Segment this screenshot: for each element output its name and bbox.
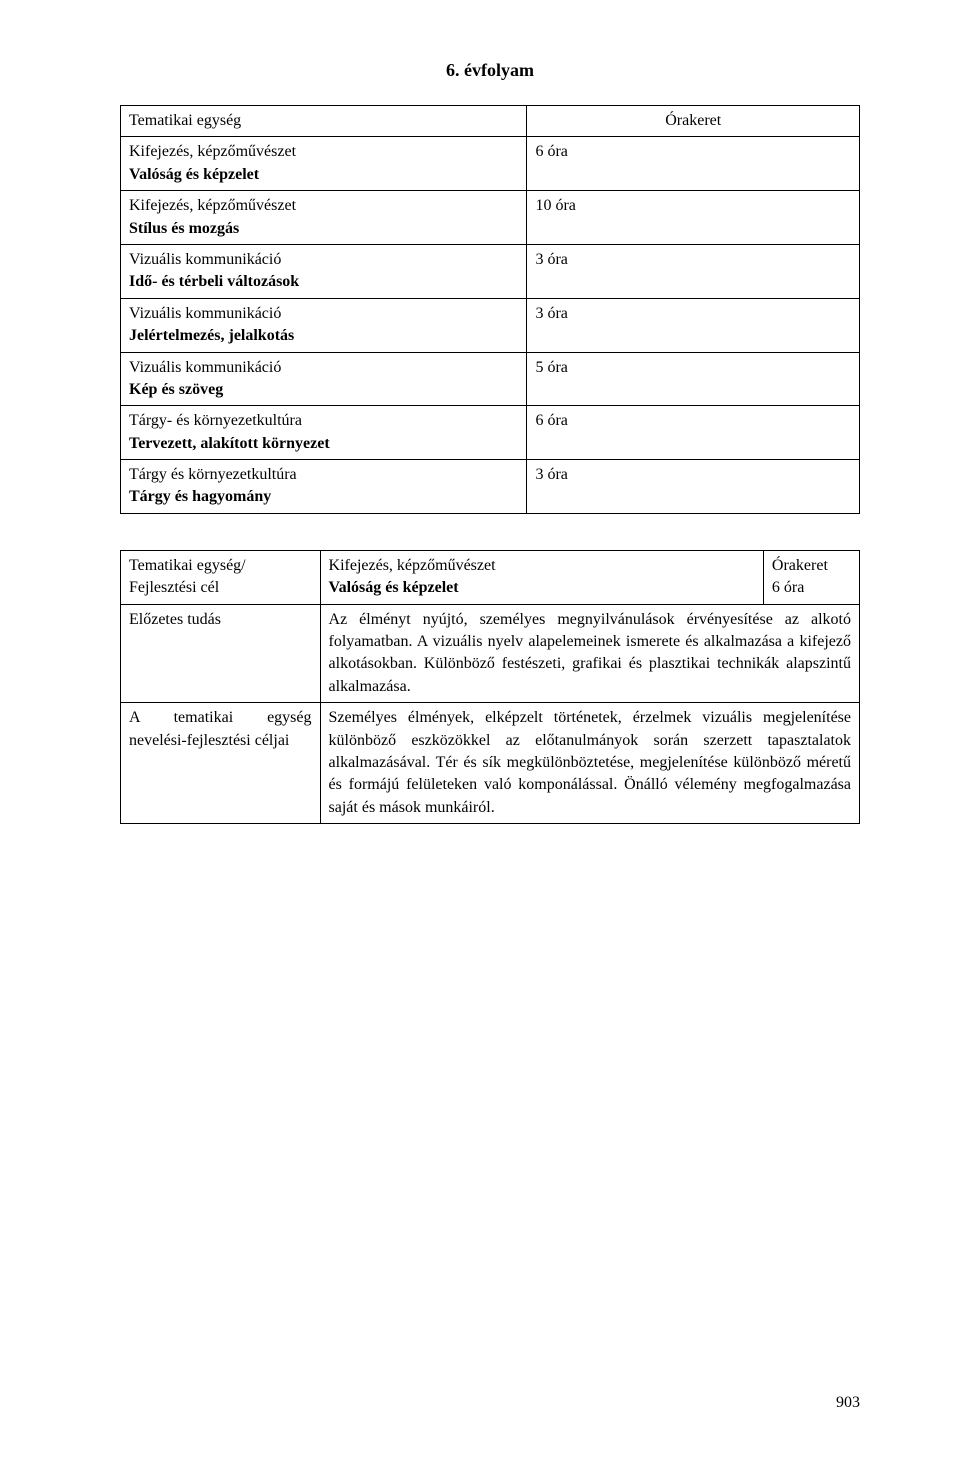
lower-r3-c1: A tematikai egység nevelési-fejlesztési … xyxy=(121,703,321,824)
upper-cell-right: 3 óra xyxy=(527,298,860,352)
lower-r2-c1: Előzetes tudás xyxy=(121,604,321,703)
lower-r1-c1a: Tematikai egység/ xyxy=(129,557,246,574)
upper-table: Tematikai egység Órakeret Kifejezés, kép… xyxy=(120,105,860,514)
upper-cell-right: 6 óra xyxy=(527,406,860,460)
upper-cell-left: Tárgy- és környezetkultúra Tervezett, al… xyxy=(121,406,527,460)
upper-l2: Idő- és térbeli változások xyxy=(129,271,518,293)
lower-r1-c2a: Kifejezés, képzőművészet xyxy=(329,557,496,574)
upper-l1: Tárgy és környezetkultúra xyxy=(129,464,518,486)
upper-cell-right: 6 óra xyxy=(527,137,860,191)
upper-l2: Tervezett, alakított környezet xyxy=(129,433,518,455)
upper-l2: Kép és szöveg xyxy=(129,379,518,401)
upper-l1: Kifejezés, képzőművészet xyxy=(129,141,518,163)
upper-cell-left: Vizuális kommunikáció Idő- és térbeli vá… xyxy=(121,244,527,298)
lower-r1-c1: Tematikai egység/ Fejlesztési cél xyxy=(121,550,321,604)
upper-l1: Vizuális kommunikáció xyxy=(129,249,518,271)
upper-cell-right: 3 óra xyxy=(527,244,860,298)
upper-l2: Jelértelmezés, jelalkotás xyxy=(129,325,518,347)
table-spacer xyxy=(120,514,860,550)
upper-l1: Kifejezés, képzőművészet xyxy=(129,195,518,217)
upper-row: Tárgy- és környezetkultúra Tervezett, al… xyxy=(121,406,860,460)
upper-l1: Tárgy- és környezetkultúra xyxy=(129,410,518,432)
upper-row: Vizuális kommunikáció Jelértelmezés, jel… xyxy=(121,298,860,352)
lower-row-2: Előzetes tudás Az élményt nyújtó, személ… xyxy=(121,604,860,703)
lower-row-1: Tematikai egység/ Fejlesztési cél Kifeje… xyxy=(121,550,860,604)
upper-header-row: Tematikai egység Órakeret xyxy=(121,106,860,137)
upper-cell-left: Kifejezés, képzőművészet Valóság és képz… xyxy=(121,137,527,191)
lower-r1-c2b: Valóság és képzelet xyxy=(329,579,459,596)
lower-r1-c2: Kifejezés, képzőművészet Valóság és képz… xyxy=(320,550,763,604)
upper-row: Kifejezés, képzőművészet Valóság és képz… xyxy=(121,137,860,191)
upper-l1: Vizuális kommunikáció xyxy=(129,303,518,325)
upper-cell-left: Kifejezés, képzőművészet Stílus és mozgá… xyxy=(121,191,527,245)
lower-row-3: A tematikai egység nevelési-fejlesztési … xyxy=(121,703,860,824)
upper-cell-right: 5 óra xyxy=(527,352,860,406)
upper-header-right: Órakeret xyxy=(527,106,860,137)
upper-l2: Valóság és képzelet xyxy=(129,164,518,186)
lower-r1-c3b: 6 óra xyxy=(772,579,804,596)
lower-r1-c1b: Fejlesztési cél xyxy=(129,579,219,596)
upper-cell-left: Vizuális kommunikáció Jelértelmezés, jel… xyxy=(121,298,527,352)
upper-row: Vizuális kommunikáció Idő- és térbeli vá… xyxy=(121,244,860,298)
upper-l2: Stílus és mozgás xyxy=(129,218,518,240)
upper-row: Tárgy és környezetkultúra Tárgy és hagyo… xyxy=(121,460,860,514)
upper-row: Kifejezés, képzőművészet Stílus és mozgá… xyxy=(121,191,860,245)
lower-table: Tematikai egység/ Fejlesztési cél Kifeje… xyxy=(120,550,860,824)
upper-cell-left: Vizuális kommunikáció Kép és szöveg xyxy=(121,352,527,406)
lower-r1-c3: Órakeret 6 óra xyxy=(763,550,859,604)
upper-cell-left: Tárgy és környezetkultúra Tárgy és hagyo… xyxy=(121,460,527,514)
page-title: 6. évfolyam xyxy=(120,60,860,81)
lower-r3-c2: Személyes élmények, elképzelt történetek… xyxy=(320,703,859,824)
upper-cell-right: 10 óra xyxy=(527,191,860,245)
upper-header-left: Tematikai egység xyxy=(121,106,527,137)
lower-r1-c3a: Órakeret xyxy=(772,557,828,574)
upper-row: Vizuális kommunikáció Kép és szöveg 5 ór… xyxy=(121,352,860,406)
lower-r2-c2: Az élményt nyújtó, személyes megnyilvánu… xyxy=(320,604,859,703)
upper-l1: Vizuális kommunikáció xyxy=(129,357,518,379)
upper-cell-right: 3 óra xyxy=(527,460,860,514)
upper-l2: Tárgy és hagyomány xyxy=(129,486,518,508)
page-number: 903 xyxy=(836,1394,860,1412)
